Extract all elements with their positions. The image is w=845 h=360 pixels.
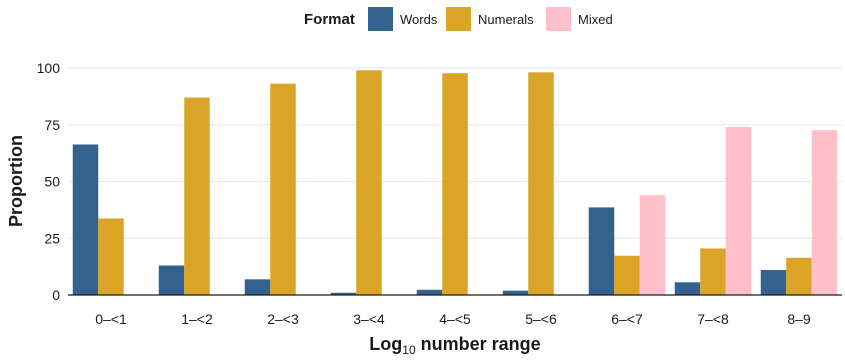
x-tick-label-3: 2–<3 xyxy=(267,311,299,327)
bar-words-5 xyxy=(416,289,443,295)
bar-numerals-2 xyxy=(184,97,210,295)
bar-words-4 xyxy=(330,292,357,295)
bar-words-2 xyxy=(158,265,185,295)
bar-numerals-8 xyxy=(700,248,726,295)
legend: Format Words Numerals Mixed xyxy=(304,7,613,31)
bar-numerals-3 xyxy=(270,83,296,296)
bar-words-6 xyxy=(502,290,529,295)
x-tick-label-2: 1–<2 xyxy=(181,311,213,327)
bars xyxy=(72,70,838,296)
bar-numerals-1 xyxy=(98,218,124,295)
bar-mixed-9 xyxy=(811,130,838,295)
bar-words-9 xyxy=(760,270,787,295)
x-tick-label-7: 6–<7 xyxy=(611,311,643,327)
bar-mixed-7 xyxy=(639,195,666,295)
bar-numerals-5 xyxy=(442,73,468,295)
bar-numerals-6 xyxy=(528,72,554,295)
y-tick-label-50: 50 xyxy=(44,174,60,190)
legend-title: Format xyxy=(304,11,355,28)
bar-words-3 xyxy=(244,279,271,295)
x-tick-label-5: 4–<5 xyxy=(439,311,471,327)
y-tick-label-25: 25 xyxy=(44,230,60,246)
legend-label-numerals: Numerals xyxy=(478,12,534,27)
bar-numerals-7 xyxy=(614,255,640,295)
legend-swatch-numerals xyxy=(446,7,471,31)
y-tick-label-0: 0 xyxy=(52,287,60,303)
x-axis-ticks: 0–<1 1–<2 2–<3 3–<4 4–<5 5–<6 6–<7 7–<8 8–9 xyxy=(95,311,811,327)
bar-numerals-4 xyxy=(356,70,382,296)
legend-swatch-mixed xyxy=(546,7,571,31)
x-axis-title-prefix: Log xyxy=(369,334,402,354)
bar-mixed-8 xyxy=(725,127,752,296)
x-axis-title-subscript: 10 xyxy=(402,343,416,357)
x-tick-label-6: 5–<6 xyxy=(525,311,557,327)
bar-words-8 xyxy=(674,282,701,295)
x-tick-label-4: 3–<4 xyxy=(353,311,385,327)
bar-words-7 xyxy=(588,207,615,295)
legend-label-mixed: Mixed xyxy=(578,12,613,27)
legend-label-words: Words xyxy=(400,12,438,27)
x-axis-title: Log10 number range xyxy=(369,334,540,357)
x-tick-label-8: 7–<8 xyxy=(697,311,729,327)
y-tick-label-75: 75 xyxy=(44,117,60,133)
y-axis-title: Proportion xyxy=(6,135,26,227)
x-tick-label-9: 8–9 xyxy=(787,311,811,327)
y-tick-label-100: 100 xyxy=(37,60,61,76)
bar-numerals-9 xyxy=(786,257,812,295)
x-tick-label-1: 0–<1 xyxy=(95,311,127,327)
bar-words-1 xyxy=(72,144,99,295)
legend-swatch-words xyxy=(368,7,393,31)
y-axis-ticks: 0 25 50 75 100 xyxy=(37,60,61,303)
x-axis-title-suffix: number range xyxy=(416,334,541,354)
